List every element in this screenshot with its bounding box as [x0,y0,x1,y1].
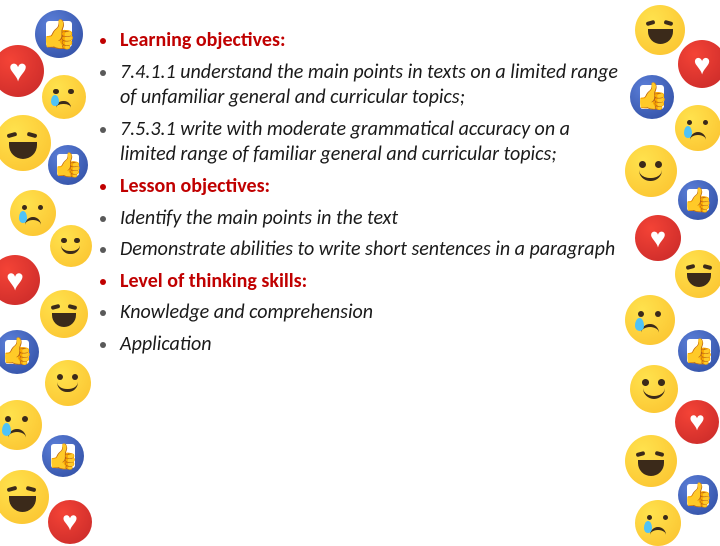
cry-icon [0,400,42,450]
emoji-border-left: 👍♥👍♥👍👍♥ [0,0,90,540]
bullet-icon [100,247,106,253]
bullet-item: Lesson objectives: [100,174,620,200]
cry-icon [42,75,86,119]
body-text: Demonstrate abilities to write short sen… [120,237,615,263]
thumbs-up-icon: 👍 [35,10,83,58]
heart-icon: ♥ [48,500,92,544]
bullet-item: 7.4.1.1 understand the main points in te… [100,60,620,111]
heart-icon: ♥ [678,40,720,88]
cry-icon [675,105,720,151]
bullet-icon [100,310,106,316]
bullet-icon [100,70,106,76]
body-text: Identify the main points in the text [120,206,398,232]
bullet-item: Level of thinking skills: [100,269,620,295]
bullet-item: Identify the main points in the text [100,206,620,232]
laugh-icon [625,435,677,487]
bullet-icon [100,127,106,133]
bullet-item: Demonstrate abilities to write short sen… [100,237,620,263]
smile-icon [630,365,678,413]
thumbs-up-icon: 👍 [0,330,39,374]
body-text: Application [120,332,211,358]
heart-icon: ♥ [675,400,719,444]
body-text: 7.4.1.1 understand the main points in te… [120,60,620,111]
bullet-icon [100,279,106,285]
smile-icon [625,145,677,197]
bullet-item: 7.5.3.1 write with moderate grammatical … [100,117,620,168]
bullet-icon [100,216,106,222]
laugh-icon [635,5,685,55]
body-text: Knowledge and comprehension [120,300,373,326]
laugh-icon [675,250,720,298]
heading-text: Learning objectives: [120,28,285,54]
heart-icon: ♥ [0,255,40,305]
heading-text: Lesson objectives: [120,174,270,200]
bullet-item: Knowledge and comprehension [100,300,620,326]
cry-icon [625,295,675,345]
cry-icon [635,500,681,546]
thumbs-up-icon: 👍 [678,475,718,515]
heart-icon: ♥ [0,45,44,97]
bullet-item: Application [100,332,620,358]
thumbs-up-icon: 👍 [678,180,718,220]
thumbs-up-icon: 👍 [630,75,674,119]
smile-icon [50,225,92,267]
laugh-icon [0,470,49,524]
emoji-border-right: ♥👍👍♥👍♥👍 [630,0,720,540]
laugh-icon [0,115,51,171]
bullet-item: Learning objectives: [100,28,620,54]
laugh-icon [40,290,88,338]
bullet-icon [100,38,106,44]
slide-content: Learning objectives: 7.4.1.1 understand t… [100,28,620,364]
smile-icon [45,360,91,406]
thumbs-up-icon: 👍 [678,330,720,372]
heading-text: Level of thinking skills: [120,269,307,295]
bullet-icon [100,342,106,348]
thumbs-up-icon: 👍 [48,145,88,185]
bullet-icon [100,184,106,190]
body-text: 7.5.3.1 write with moderate grammatical … [120,117,620,168]
